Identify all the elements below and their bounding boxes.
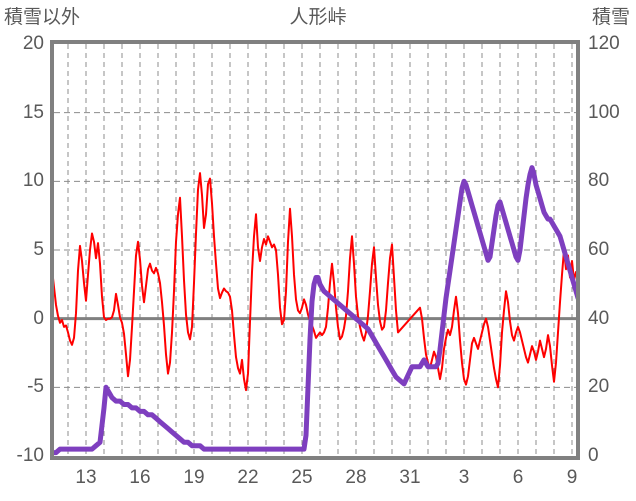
y-axis-right-tick: 60 (588, 239, 610, 260)
y-axis-left-tick: 20 (22, 33, 44, 54)
x-axis-tick: 25 (291, 467, 313, 488)
series-lines (54, 165, 576, 456)
x-axis-tick: 28 (345, 467, 367, 488)
x-axis-tick: 6 (512, 467, 524, 488)
y-axis-right-tick: 80 (588, 170, 610, 192)
y-axis-left-tick: 0 (33, 307, 44, 329)
gridlines (54, 44, 576, 456)
y-axis-left-tick: -5 (27, 376, 44, 398)
y-axis-right-tick: 0 (588, 445, 599, 466)
chart-title: 人形峠 (289, 7, 347, 28)
y-axis-right-tick: 120 (588, 33, 620, 54)
y-axis-left-tick: 5 (33, 239, 44, 260)
y-axis-left-tick: 10 (22, 170, 44, 192)
plot-area (50, 40, 580, 460)
x-axis-tick: 31 (399, 467, 421, 488)
x-axis-tick: 22 (237, 467, 259, 488)
y-axis-right-tick: 20 (588, 376, 610, 398)
x-axis-tick: 13 (75, 467, 97, 488)
y-axis-right-tick: 100 (588, 101, 620, 123)
y-axis-left-tick: -10 (16, 445, 44, 466)
y-axis-left-tick: 15 (22, 101, 44, 123)
x-axis-tick: 9 (566, 467, 578, 488)
x-axis-tick: 19 (183, 467, 205, 488)
right-axis-title: 積雪 (591, 7, 630, 28)
x-axis-tick: 3 (458, 467, 470, 488)
y-axis-right-tick: 40 (588, 307, 610, 329)
x-axis-tick: 16 (129, 467, 151, 488)
left-axis-title: 積雪以外 (4, 7, 81, 28)
